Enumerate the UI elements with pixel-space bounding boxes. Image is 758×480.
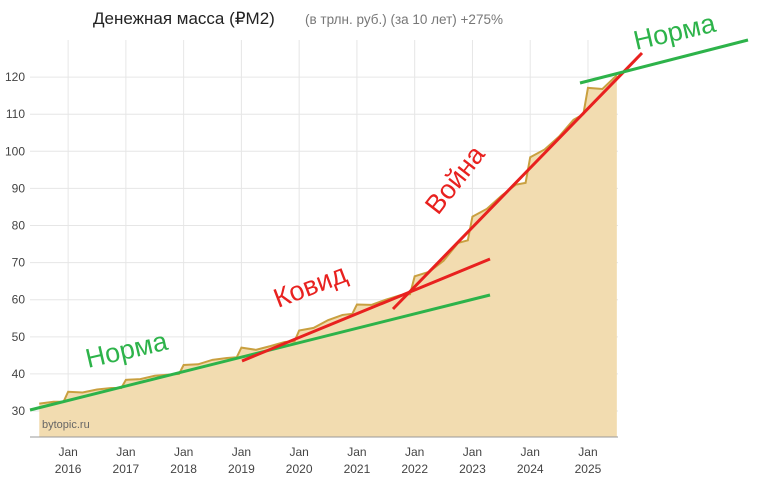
y-tick-label: 120 — [5, 70, 25, 84]
y-tick-label: 40 — [12, 367, 26, 381]
x-tick-label: Jan — [289, 445, 308, 459]
line — [39, 74, 618, 405]
y-tick-label: 50 — [12, 330, 26, 344]
chart-title: Денежная масса (₽M2) — [93, 9, 275, 28]
x-tick-label: Jan — [116, 445, 135, 459]
trend-line — [579, 38, 749, 85]
x-tick-label: Jan — [463, 445, 482, 459]
y-tick-label: 30 — [12, 404, 26, 418]
x-tick-label: Jan — [521, 445, 540, 459]
x-tick-label: 2023 — [459, 462, 486, 476]
y-tick-label: 90 — [12, 181, 26, 195]
chart-subtitle: (в трлн. руб.) (за 10 лет) +275% — [305, 12, 503, 27]
x-tick-label: 2017 — [113, 462, 140, 476]
x-tick-label: 2020 — [286, 462, 313, 476]
x-tick-label: 2016 — [55, 462, 82, 476]
x-tick-label: Jan — [405, 445, 424, 459]
x-tick-label: Jan — [58, 445, 77, 459]
x-tick-label: Jan — [232, 445, 251, 459]
x-tick-label: Jan — [578, 445, 597, 459]
x-tick-label: 2021 — [344, 462, 371, 476]
y-tick-label: 110 — [6, 107, 25, 121]
trend-line — [391, 51, 644, 311]
y-tick-label: 100 — [5, 144, 25, 158]
annotation: Норма — [83, 326, 172, 374]
trend-line — [241, 257, 491, 363]
area — [39, 75, 617, 437]
y-tick-label: 60 — [12, 293, 26, 307]
x-tick-label: 2025 — [575, 462, 602, 476]
annotation: Норма — [631, 8, 720, 56]
x-tick-label: 2018 — [170, 462, 197, 476]
x-tick-label: Jan — [347, 445, 366, 459]
x-tick-label: 2019 — [228, 462, 255, 476]
x-tick-label: 2024 — [517, 462, 544, 476]
annotation: Ковид — [269, 258, 351, 313]
x-tick-label: Jan — [174, 445, 193, 459]
x-tick-label: 2022 — [401, 462, 428, 476]
watermark: bytopic.ru — [42, 419, 90, 431]
y-tick-label: 70 — [12, 256, 26, 270]
y-tick-label: 80 — [12, 219, 26, 233]
plot-area: 30 40 50 60 70 80 90 100 110 120 Jan 2016 Jan 2017 Jan… — [5, 40, 618, 476]
